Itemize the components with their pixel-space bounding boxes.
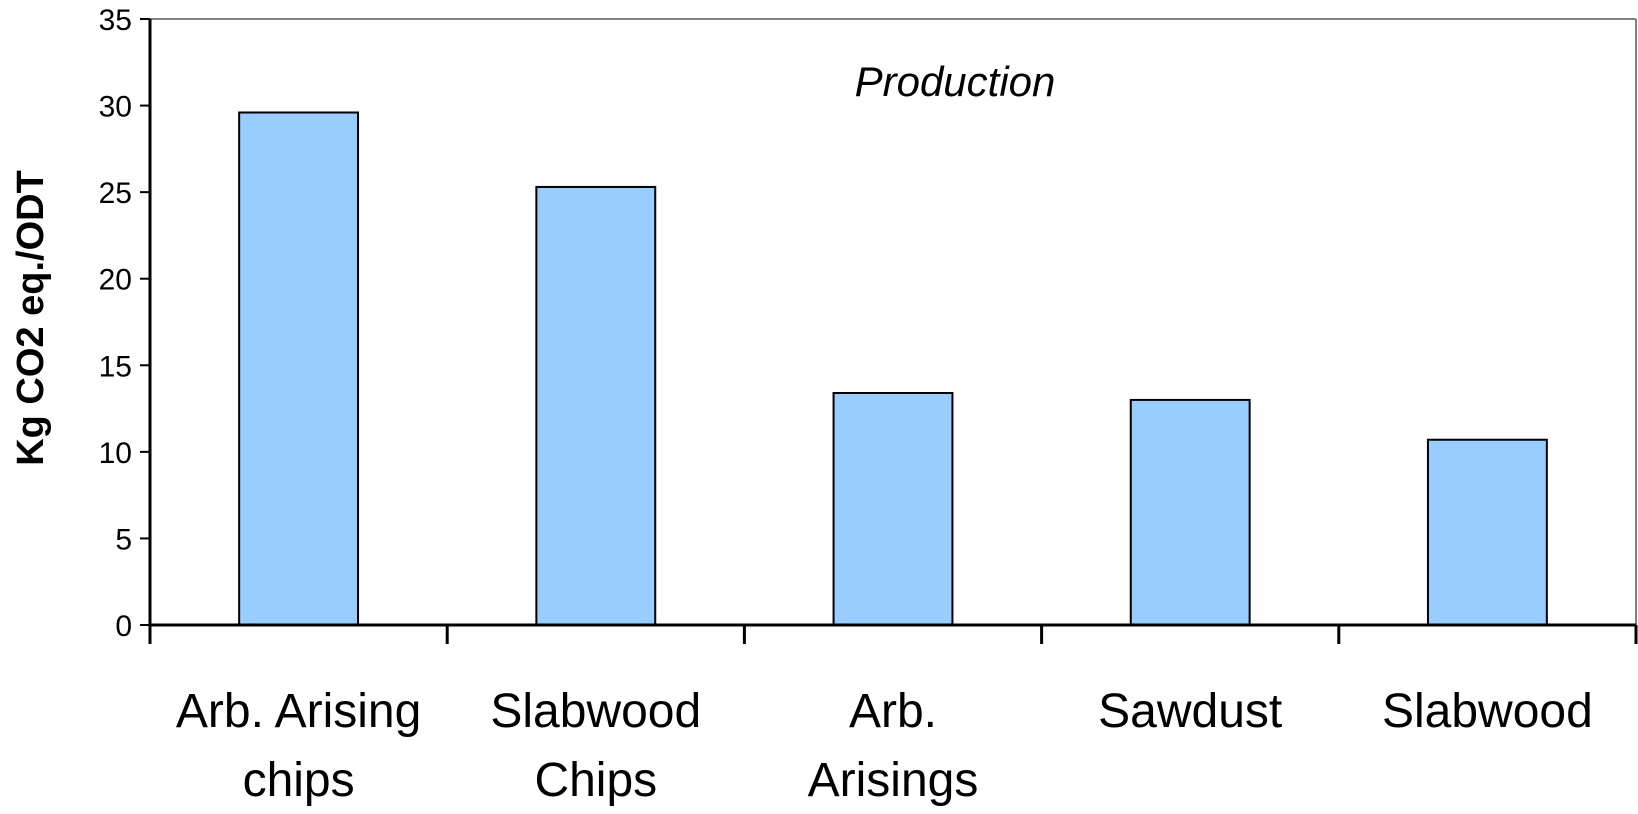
x-tick-label-line: Arisings [808,754,979,807]
x-tick-label: Slabwood [1382,685,1593,738]
bar-3 [1129,398,1251,626]
bar-2 [832,391,954,627]
plot-frame [150,18,1637,625]
x-tick-label-line: Slabwood [1382,685,1593,738]
y-tick-label: 20 [99,264,132,297]
x-tick-label: Arb. Arisings [808,685,979,807]
x-tick-labels: Arb. Arising chips Slabwood Chips Arb. Arisin… [176,685,1593,807]
x-tick-label: Slabwood Chips [490,685,701,807]
bars [238,111,1548,627]
x-tick-label-line: Arb. [849,685,937,738]
y-tick-label: 5 [115,523,132,556]
bar-0 [238,111,360,627]
y-axis-label: Kg CO2 eq./ODT [10,170,52,466]
y-tick-label: 0 [115,610,132,643]
x-tick-label-line: chips [243,754,355,807]
y-tick-label: 25 [99,177,132,210]
bar-4 [1426,438,1548,627]
x-tick-label-line: Sawdust [1098,685,1282,738]
y-tick-labels: 0 5 10 15 20 25 30 35 [99,4,132,643]
x-tick-label-line: Arb. Arising [176,685,421,738]
y-tick-label: 15 [99,350,132,383]
chart-annotation: Production [855,58,1056,105]
x-tick-label: Arb. Arising chips [176,685,421,807]
y-tick-label: 35 [99,4,132,37]
x-tick-label-line: Slabwood [490,685,701,738]
x-tick-label: Sawdust [1098,685,1282,738]
y-tick-label: 10 [99,437,132,470]
x-tick-label-line: Chips [534,754,657,807]
y-tick-label: 30 [99,91,132,124]
bar-1 [535,185,657,626]
axes [140,18,1638,644]
